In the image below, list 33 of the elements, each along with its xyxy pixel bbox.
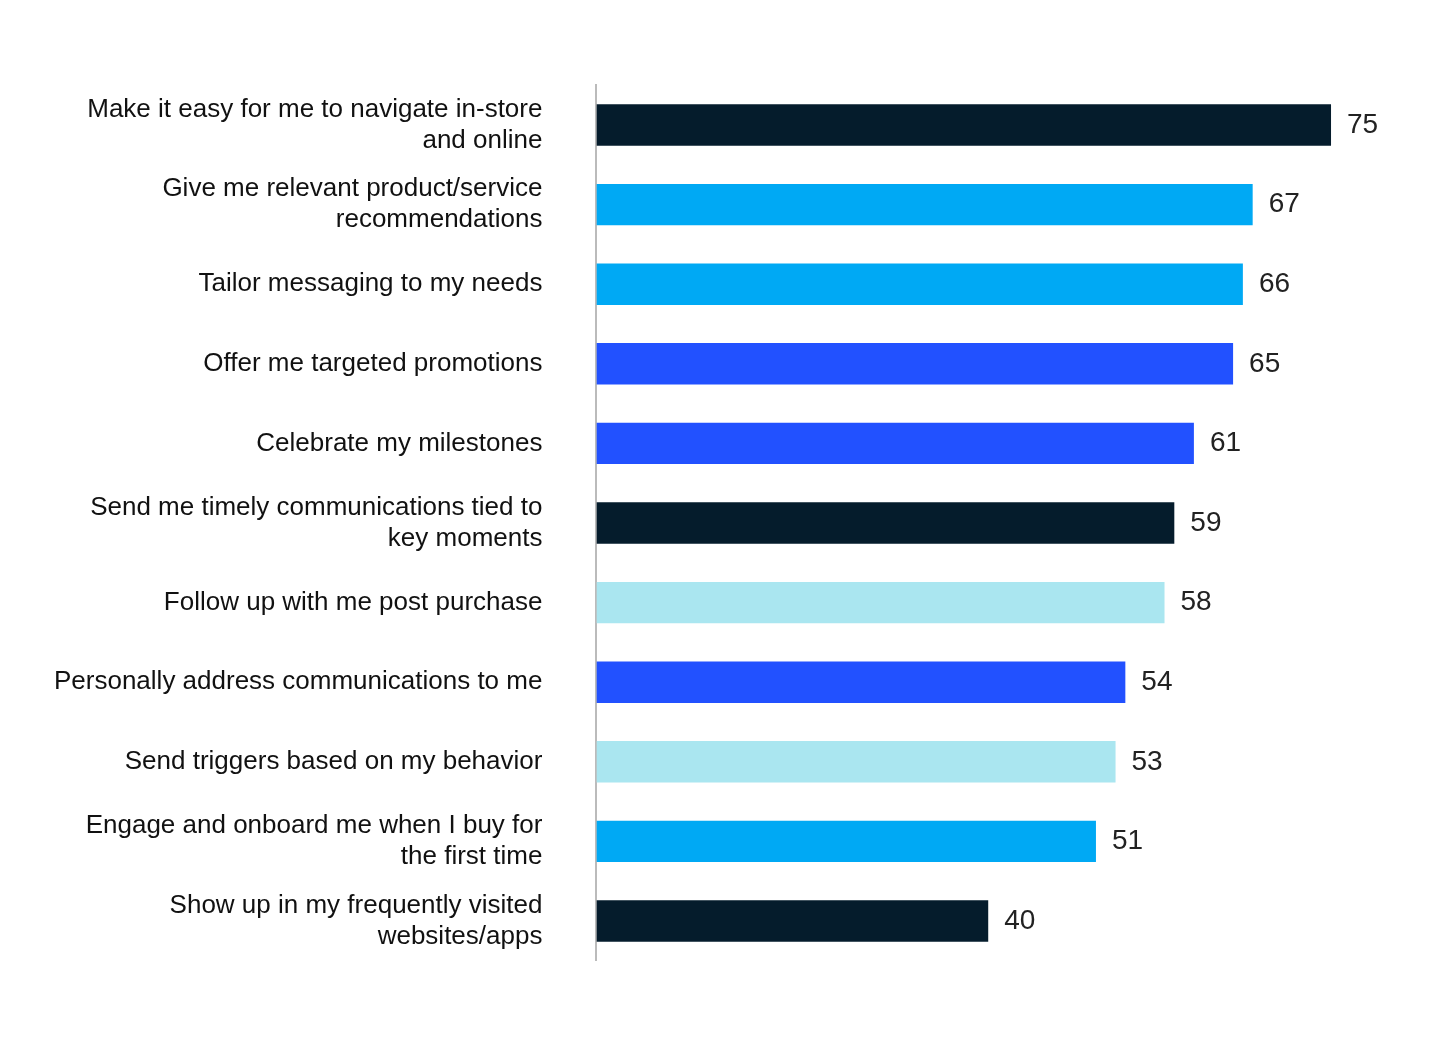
- bar: [596, 104, 1332, 146]
- data-label: 54: [1141, 664, 1173, 696]
- bar: [596, 183, 1253, 226]
- bar: [596, 502, 1175, 544]
- data-label: 75: [1347, 107, 1379, 139]
- bar: [596, 343, 1234, 385]
- y-tick-label: Personally address communications to me: [53, 665, 543, 696]
- data-label: 51: [1111, 824, 1144, 856]
- data-label: 53: [1131, 744, 1163, 776]
- data-label: 66: [1258, 266, 1291, 298]
- data-label: 58: [1180, 585, 1212, 617]
- data-label: 59: [1190, 505, 1222, 537]
- data-label: 65: [1249, 346, 1281, 378]
- y-tick-label: Celebrate my milestones: [256, 426, 543, 457]
- data-label: 40: [1004, 903, 1036, 935]
- bar: [596, 900, 989, 942]
- bar: [596, 581, 1165, 624]
- bar: [596, 263, 1243, 305]
- bar: [596, 422, 1194, 465]
- data-label: 61: [1209, 426, 1242, 458]
- bar: [596, 741, 1116, 783]
- y-tick-label: Tailor messaging to my needs: [198, 267, 543, 298]
- y-tick-label: Offer me targeted promotions: [203, 346, 543, 377]
- data-label: 67: [1268, 187, 1300, 219]
- y-tick-label: Engage and onboard me when I buy for the first time: [85, 808, 543, 871]
- y-tick-label: Make it easy for me to navigate in-store and online: [87, 92, 543, 154]
- y-tick-label: Give me relevant product/service recommendations: [162, 172, 543, 234]
- y-tick-label: Follow up with me post purchase: [163, 585, 543, 616]
- y-tick-label: Send triggers based on my behavior: [124, 744, 543, 775]
- bar: [596, 820, 1096, 863]
- y-tick-label: Send me timely communications tied to key moments: [90, 490, 543, 552]
- bar: [596, 661, 1126, 703]
- y-tick-label: Show up in my frequently visited websites/apps: [169, 888, 543, 950]
